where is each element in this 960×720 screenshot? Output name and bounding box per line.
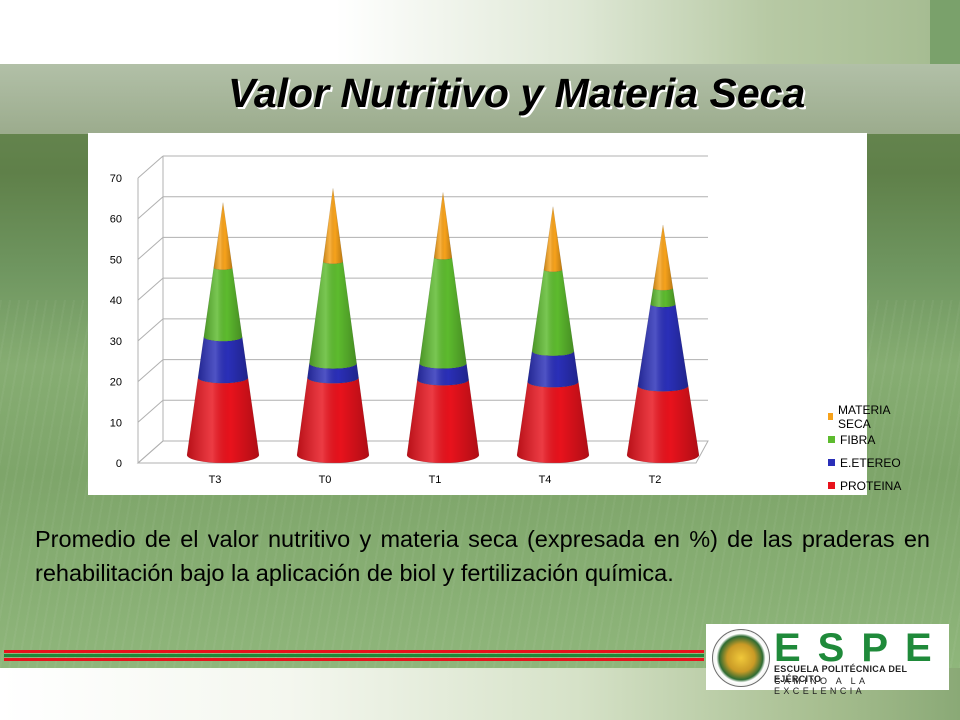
legend-swatch	[828, 413, 834, 420]
y-tick-label: 60	[110, 214, 122, 226]
cone-shading	[627, 385, 699, 463]
y-tick-label: 40	[110, 295, 122, 307]
cone-shading	[637, 304, 689, 392]
stripe-green	[4, 654, 704, 657]
x-tick-label: T2	[649, 474, 662, 486]
cone-chart: 0 10 20 30 40 50 60 70 T3 T0 T1 T4 T2	[110, 155, 709, 486]
top-banner	[0, 0, 960, 64]
chart-area: 0 10 20 30 40 50 60 70 T3 T0 T1 T4 T2 MATERIA SECA FI…	[88, 133, 901, 495]
legend-label: MATERIA SECA	[838, 402, 890, 431]
cone-shading	[198, 336, 248, 384]
stripe-red	[4, 650, 704, 653]
cone-shading	[532, 269, 574, 356]
legend-item: FIBRA	[828, 428, 901, 451]
y-tick-label: 30	[110, 336, 122, 348]
gridline-side	[137, 196, 164, 220]
cone-shading	[213, 202, 233, 270]
cone-shading	[417, 363, 469, 386]
gridline-side	[137, 237, 164, 260]
gridline-side	[137, 359, 164, 382]
y-tick-label: 0	[116, 458, 122, 470]
cone-shading	[407, 379, 479, 463]
x-tick-label: T0	[319, 474, 332, 486]
title-shadow: Valor Nutritivo y Materia Seca	[230, 72, 808, 118]
y-tick-label: 50	[110, 254, 122, 266]
cone-shading	[517, 381, 589, 463]
y-tick-label: 20	[110, 377, 122, 389]
legend-item: PROTEINA	[828, 474, 901, 497]
espe-logo: ESPE ESCUELA POLITÉCNICA DEL EJÉRCITO CA…	[706, 624, 949, 696]
decorative-stripes	[4, 650, 704, 664]
cone-shading	[653, 224, 673, 291]
cone-shading	[309, 261, 357, 369]
legend-swatch	[828, 482, 835, 489]
cone-shading	[527, 351, 579, 388]
legend-item: E.ETEREO	[828, 451, 901, 474]
logo-letters: ESPE	[774, 626, 949, 670]
cone-shading	[297, 377, 369, 463]
top-right-accent	[930, 0, 960, 64]
tree-line	[0, 64, 960, 134]
cone-shading	[323, 188, 343, 264]
cone-shading	[307, 363, 359, 384]
cone-shading	[187, 377, 259, 463]
cone-shading	[419, 257, 467, 369]
legend-label: PROTEINA	[840, 478, 902, 493]
slide-title: Valor Nutritivo y Materia Seca	[228, 70, 806, 116]
gridline-side	[137, 318, 164, 342]
legend-label: E.ETEREO	[840, 455, 901, 470]
x-tick-label: T4	[539, 474, 552, 486]
legend-item: MATERIA SECA	[828, 402, 901, 431]
stripe-red-2	[4, 658, 704, 661]
gridline-side	[137, 399, 164, 423]
chart-legend: MATERIA SECA FIBRA E.ETEREO PROTEINA	[828, 402, 901, 497]
x-tick-label: T3	[209, 474, 222, 486]
y-tick-label: 70	[110, 173, 122, 185]
y-tick-label: 10	[110, 417, 122, 429]
x-tick-label: T1	[429, 474, 442, 486]
cone-shading	[543, 206, 563, 272]
slide-caption: Promedio de el valor nutritivo y materia…	[35, 526, 930, 586]
university-seal-icon	[712, 629, 770, 687]
chart-floor	[136, 440, 709, 464]
gridline-side	[137, 155, 164, 179]
legend-label: FIBRA	[840, 432, 876, 447]
legend-swatch	[828, 459, 835, 466]
legend-swatch	[828, 436, 835, 443]
cone-shading	[650, 288, 676, 308]
logo-motto: CAMINO A LA EXCELENCIA	[774, 676, 868, 696]
gridline-side	[137, 277, 164, 301]
logo-name: ESCUELA POLITÉCNICA DEL EJÉRCITO	[774, 664, 908, 684]
cone-shading	[434, 192, 452, 260]
cone-shading	[203, 267, 243, 342]
